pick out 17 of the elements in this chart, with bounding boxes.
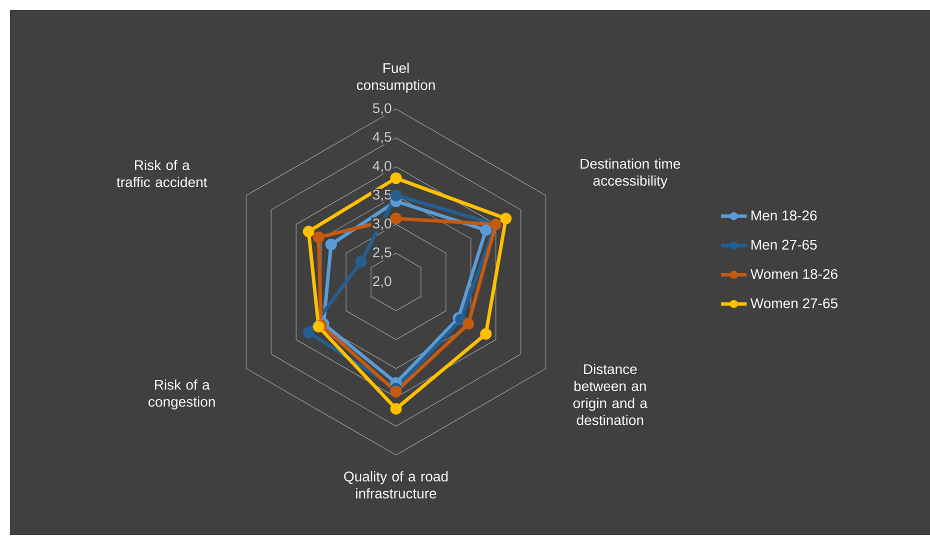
y-tick-label: 2,5: [373, 247, 392, 259]
spoke-label: Fuel consumption: [356, 62, 435, 93]
y-tick-label: 4,0: [372, 160, 392, 172]
y-tick-label: 3,5: [372, 190, 392, 202]
spoke-label: Destination time accessibility: [580, 158, 680, 189]
y-tick-label: 3,0: [372, 218, 392, 230]
spoke-label: Distance between an origin and a destination: [573, 364, 648, 426]
spoke-label: Risk of a traffic accident: [116, 160, 208, 188]
legend-label: Women 18-26: [750, 269, 838, 279]
spoke-label: Quality of a road infrastructure: [344, 471, 448, 498]
legend-label: Women 27-65: [750, 298, 838, 308]
legend-label: Men 27-65: [752, 240, 817, 250]
y-tick-label: 2,0: [373, 276, 392, 288]
y-tick-label: 4,5: [372, 132, 392, 144]
y-tick-label: 5,0: [372, 103, 392, 115]
spoke-label: Risk of a congestion: [148, 379, 215, 410]
legend-label: Men 18-26: [752, 210, 817, 220]
